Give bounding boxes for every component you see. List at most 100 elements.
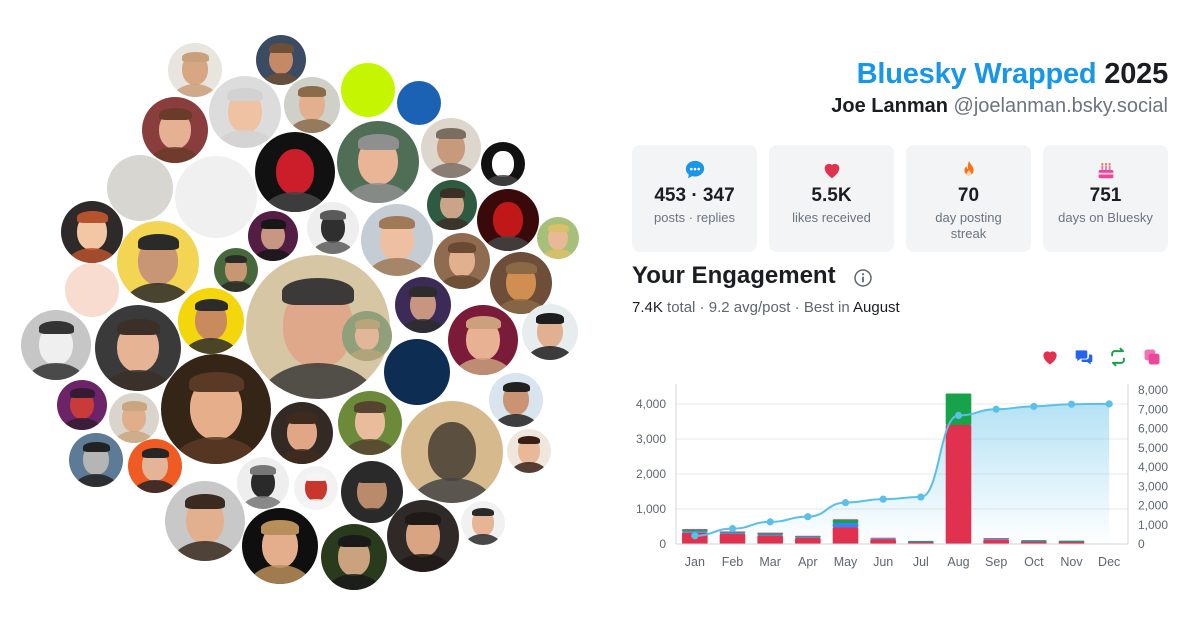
bar-segment — [682, 529, 708, 532]
stat-card-days: 751 days on Bluesky — [1043, 145, 1168, 252]
avatar-hair — [261, 520, 299, 535]
avatar[interactable] — [337, 121, 419, 203]
avatar[interactable] — [448, 305, 518, 375]
avatar-shoulders — [214, 130, 276, 148]
avatar[interactable] — [401, 401, 503, 503]
avatar[interactable] — [175, 156, 257, 238]
repost-icon[interactable] — [1108, 347, 1128, 367]
avatar[interactable] — [307, 202, 359, 254]
avatar[interactable] — [477, 189, 539, 251]
avatar[interactable] — [95, 305, 181, 391]
avatar[interactable] — [361, 204, 433, 276]
avatar[interactable] — [248, 211, 298, 261]
avatar[interactable] — [214, 248, 258, 292]
avatar-shoulders — [26, 362, 86, 380]
avatar[interactable] — [237, 457, 289, 509]
avatar[interactable] — [246, 255, 390, 399]
avatar[interactable] — [384, 339, 450, 405]
avatar-shoulders — [297, 499, 335, 510]
bar-segment — [983, 538, 1009, 539]
avatar[interactable] — [255, 132, 335, 212]
avatar-shoulders — [392, 554, 454, 572]
avatar[interactable] — [341, 461, 403, 523]
avatar-shoulders — [493, 413, 539, 427]
cumulative-point — [1105, 400, 1113, 408]
heart-icon — [769, 159, 894, 181]
avatar[interactable] — [341, 63, 395, 117]
avatar[interactable] — [294, 466, 338, 510]
y-tick-label: 4,000 — [636, 397, 666, 411]
avatar[interactable] — [128, 439, 182, 493]
avatar-hair — [448, 241, 476, 253]
avatar-shoulders — [101, 369, 175, 391]
avatar[interactable] — [489, 373, 543, 427]
x-tick-label: May — [834, 555, 858, 569]
avatar-shoulders — [481, 235, 535, 251]
avatar[interactable] — [387, 500, 459, 572]
avatar[interactable] — [161, 354, 271, 464]
avatar[interactable] — [142, 97, 208, 163]
avatar[interactable] — [321, 524, 387, 590]
avatar-hair — [76, 210, 108, 223]
cumulative-point — [841, 499, 850, 507]
avatar-shoulders — [345, 507, 399, 523]
quote-icon[interactable] — [1142, 347, 1162, 367]
avatar[interactable] — [397, 81, 441, 125]
avatar-shoulders — [240, 496, 286, 509]
bar-segment — [908, 540, 934, 542]
avatar[interactable] — [69, 433, 123, 487]
avatar[interactable] — [421, 118, 481, 178]
avatar[interactable] — [242, 508, 318, 584]
avatar-hair — [354, 401, 386, 414]
avatar[interactable] — [537, 217, 579, 259]
avatar[interactable] — [209, 76, 281, 148]
avatar[interactable] — [507, 429, 551, 473]
avatar-face — [225, 257, 247, 283]
flame-icon — [906, 159, 1031, 181]
avatar[interactable] — [395, 277, 451, 333]
reply-icon[interactable] — [1074, 347, 1094, 367]
heart-icon[interactable] — [1040, 347, 1060, 367]
avatar[interactable] — [65, 263, 119, 317]
avatar[interactable] — [434, 233, 490, 289]
avatar[interactable] — [481, 142, 525, 186]
info-icon[interactable] — [853, 268, 873, 288]
avatar[interactable] — [107, 155, 173, 221]
avatar-hair — [409, 285, 437, 297]
avatar-face — [427, 422, 477, 482]
page-title: Bluesky Wrapped 2025 — [857, 58, 1169, 91]
bar-segment — [832, 519, 859, 520]
avatar[interactable] — [256, 35, 306, 85]
avatar[interactable] — [165, 481, 245, 561]
cumulative-point — [917, 493, 925, 501]
avatar[interactable] — [427, 180, 477, 230]
avatar[interactable] — [342, 311, 392, 361]
avatar-hair — [227, 87, 263, 102]
avatar-shoulders — [182, 337, 240, 354]
y2-tick-label: 1,000 — [1138, 518, 1168, 532]
avatar[interactable] — [168, 43, 222, 97]
avatar[interactable] — [61, 201, 123, 263]
avatar[interactable] — [57, 380, 107, 430]
stat-card-likes: 5.5K likes received — [769, 145, 894, 252]
avatar-hair — [282, 278, 354, 306]
avatar[interactable] — [109, 393, 159, 443]
avatar-shoulders — [425, 163, 477, 178]
avatar[interactable] — [178, 288, 244, 354]
speech-bubble-icon — [632, 159, 757, 181]
avatar[interactable] — [522, 304, 578, 360]
avatar-shoulders — [123, 282, 193, 303]
avatar[interactable] — [490, 252, 552, 314]
avatar[interactable] — [21, 310, 91, 380]
separator: · — [790, 299, 804, 316]
avatar-hair — [141, 447, 169, 458]
avatar[interactable] — [117, 221, 199, 303]
avatar[interactable] — [284, 77, 340, 133]
x-tick-label: Jul — [913, 555, 929, 569]
bar-segment — [945, 393, 972, 425]
avatar[interactable] — [271, 402, 333, 464]
avatar-hair — [547, 223, 569, 232]
avatar[interactable] — [338, 391, 402, 455]
avatar-hair — [185, 493, 225, 509]
avatar[interactable] — [461, 501, 505, 545]
